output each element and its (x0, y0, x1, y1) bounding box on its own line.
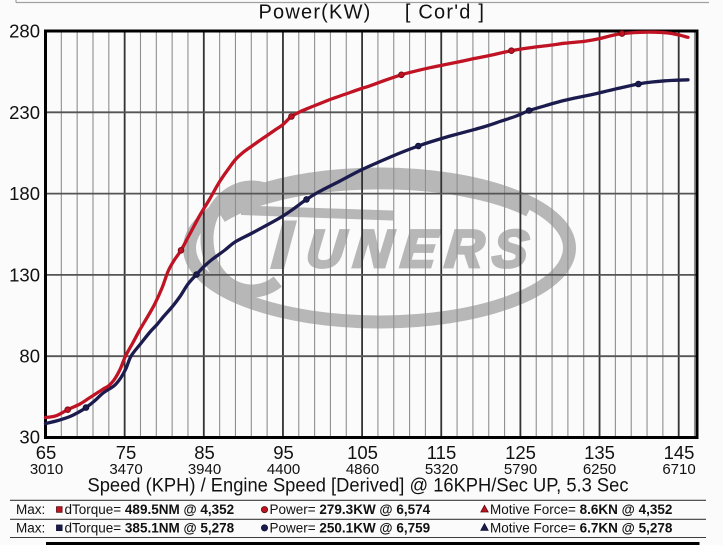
svg-text:80: 80 (19, 346, 40, 367)
svg-text:Max:: Max: (16, 502, 45, 517)
svg-text:145: 145 (664, 442, 695, 463)
svg-text:125: 125 (505, 442, 536, 463)
svg-text:UNERS: UNERS (304, 220, 541, 279)
svg-text:dTorque= 385.1NM @ 5,278: dTorque= 385.1NM @ 5,278 (65, 520, 235, 535)
svg-text:Power= 250.1KW @ 6,759: Power= 250.1KW @ 6,759 (270, 520, 431, 535)
svg-text:Speed (KPH) / Engine Speed [De: Speed (KPH) / Engine Speed [Derived] @ 1… (88, 476, 629, 497)
svg-text:280: 280 (9, 21, 40, 42)
svg-text:30: 30 (19, 427, 40, 448)
svg-text:3940: 3940 (188, 461, 221, 478)
svg-text:95: 95 (273, 442, 294, 463)
svg-text:Motive Force= 6.7KN @ 5,278: Motive Force= 6.7KN @ 5,278 (490, 520, 673, 535)
svg-text:dTorque= 489.5NM @ 4,352: dTorque= 489.5NM @ 4,352 (65, 502, 235, 517)
svg-text:135: 135 (584, 442, 615, 463)
svg-text:180: 180 (9, 183, 40, 204)
svg-text:115: 115 (427, 442, 457, 463)
svg-text:6250: 6250 (583, 461, 616, 478)
svg-text:75: 75 (116, 442, 137, 463)
svg-text:[ Cor'd ]: [ Cor'd ] (405, 2, 485, 24)
svg-text:Power= 279.3KW @ 6,574: Power= 279.3KW @ 6,574 (270, 502, 431, 517)
svg-text:5790: 5790 (504, 461, 537, 478)
svg-text:4860: 4860 (346, 461, 379, 478)
svg-text:85: 85 (194, 442, 215, 463)
svg-text:3470: 3470 (109, 461, 142, 478)
svg-text:6710: 6710 (662, 461, 695, 478)
svg-text:130: 130 (9, 264, 40, 285)
svg-text:230: 230 (9, 102, 40, 123)
svg-text:65: 65 (36, 442, 57, 463)
svg-text:105: 105 (347, 442, 378, 463)
svg-text:Max:: Max: (16, 520, 45, 535)
svg-text:Power(KW): Power(KW) (258, 2, 371, 24)
svg-text:5320: 5320 (425, 461, 458, 478)
svg-text:3010: 3010 (30, 461, 63, 478)
svg-text:Motive Force= 8.6KN @ 4,352: Motive Force= 8.6KN @ 4,352 (490, 502, 672, 517)
svg-text:4400: 4400 (267, 461, 300, 478)
